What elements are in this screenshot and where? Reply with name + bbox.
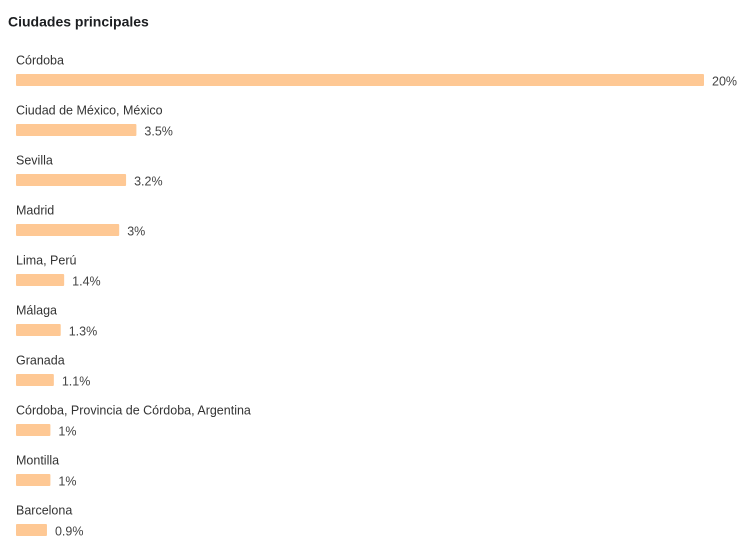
category-label: Barcelona xyxy=(16,503,72,517)
bar xyxy=(16,124,137,136)
category-label: Córdoba, Provincia de Córdoba, Argentina xyxy=(16,403,251,417)
category-label: Ciudad de México, México xyxy=(16,103,163,117)
value-label: 1% xyxy=(58,424,76,438)
value-label: 1.4% xyxy=(72,274,101,288)
bar xyxy=(16,524,47,536)
category-label: Madrid xyxy=(16,203,54,217)
category-label: Lima, Perú xyxy=(16,253,76,267)
category-label: Montilla xyxy=(16,453,59,467)
category-label: Granada xyxy=(16,353,65,367)
value-label: 20% xyxy=(712,74,737,88)
bar xyxy=(16,474,51,486)
bar xyxy=(16,324,61,336)
bar xyxy=(16,424,51,436)
value-label: 1.1% xyxy=(62,374,90,388)
bar xyxy=(16,74,704,86)
value-label: 1% xyxy=(58,474,76,488)
category-label: Sevilla xyxy=(16,153,53,167)
value-label: 3.5% xyxy=(144,124,173,138)
category-label: Málaga xyxy=(16,303,57,317)
bar xyxy=(16,174,127,186)
bar xyxy=(16,274,65,286)
bar xyxy=(16,224,120,236)
chart-title: Ciudades principales xyxy=(8,14,149,30)
value-label: 3.2% xyxy=(134,174,163,188)
bar xyxy=(16,374,54,386)
value-label: 3% xyxy=(127,224,145,238)
category-label: Córdoba xyxy=(16,53,64,67)
value-label: 0.9% xyxy=(55,524,84,538)
value-label: 1.3% xyxy=(69,324,98,338)
